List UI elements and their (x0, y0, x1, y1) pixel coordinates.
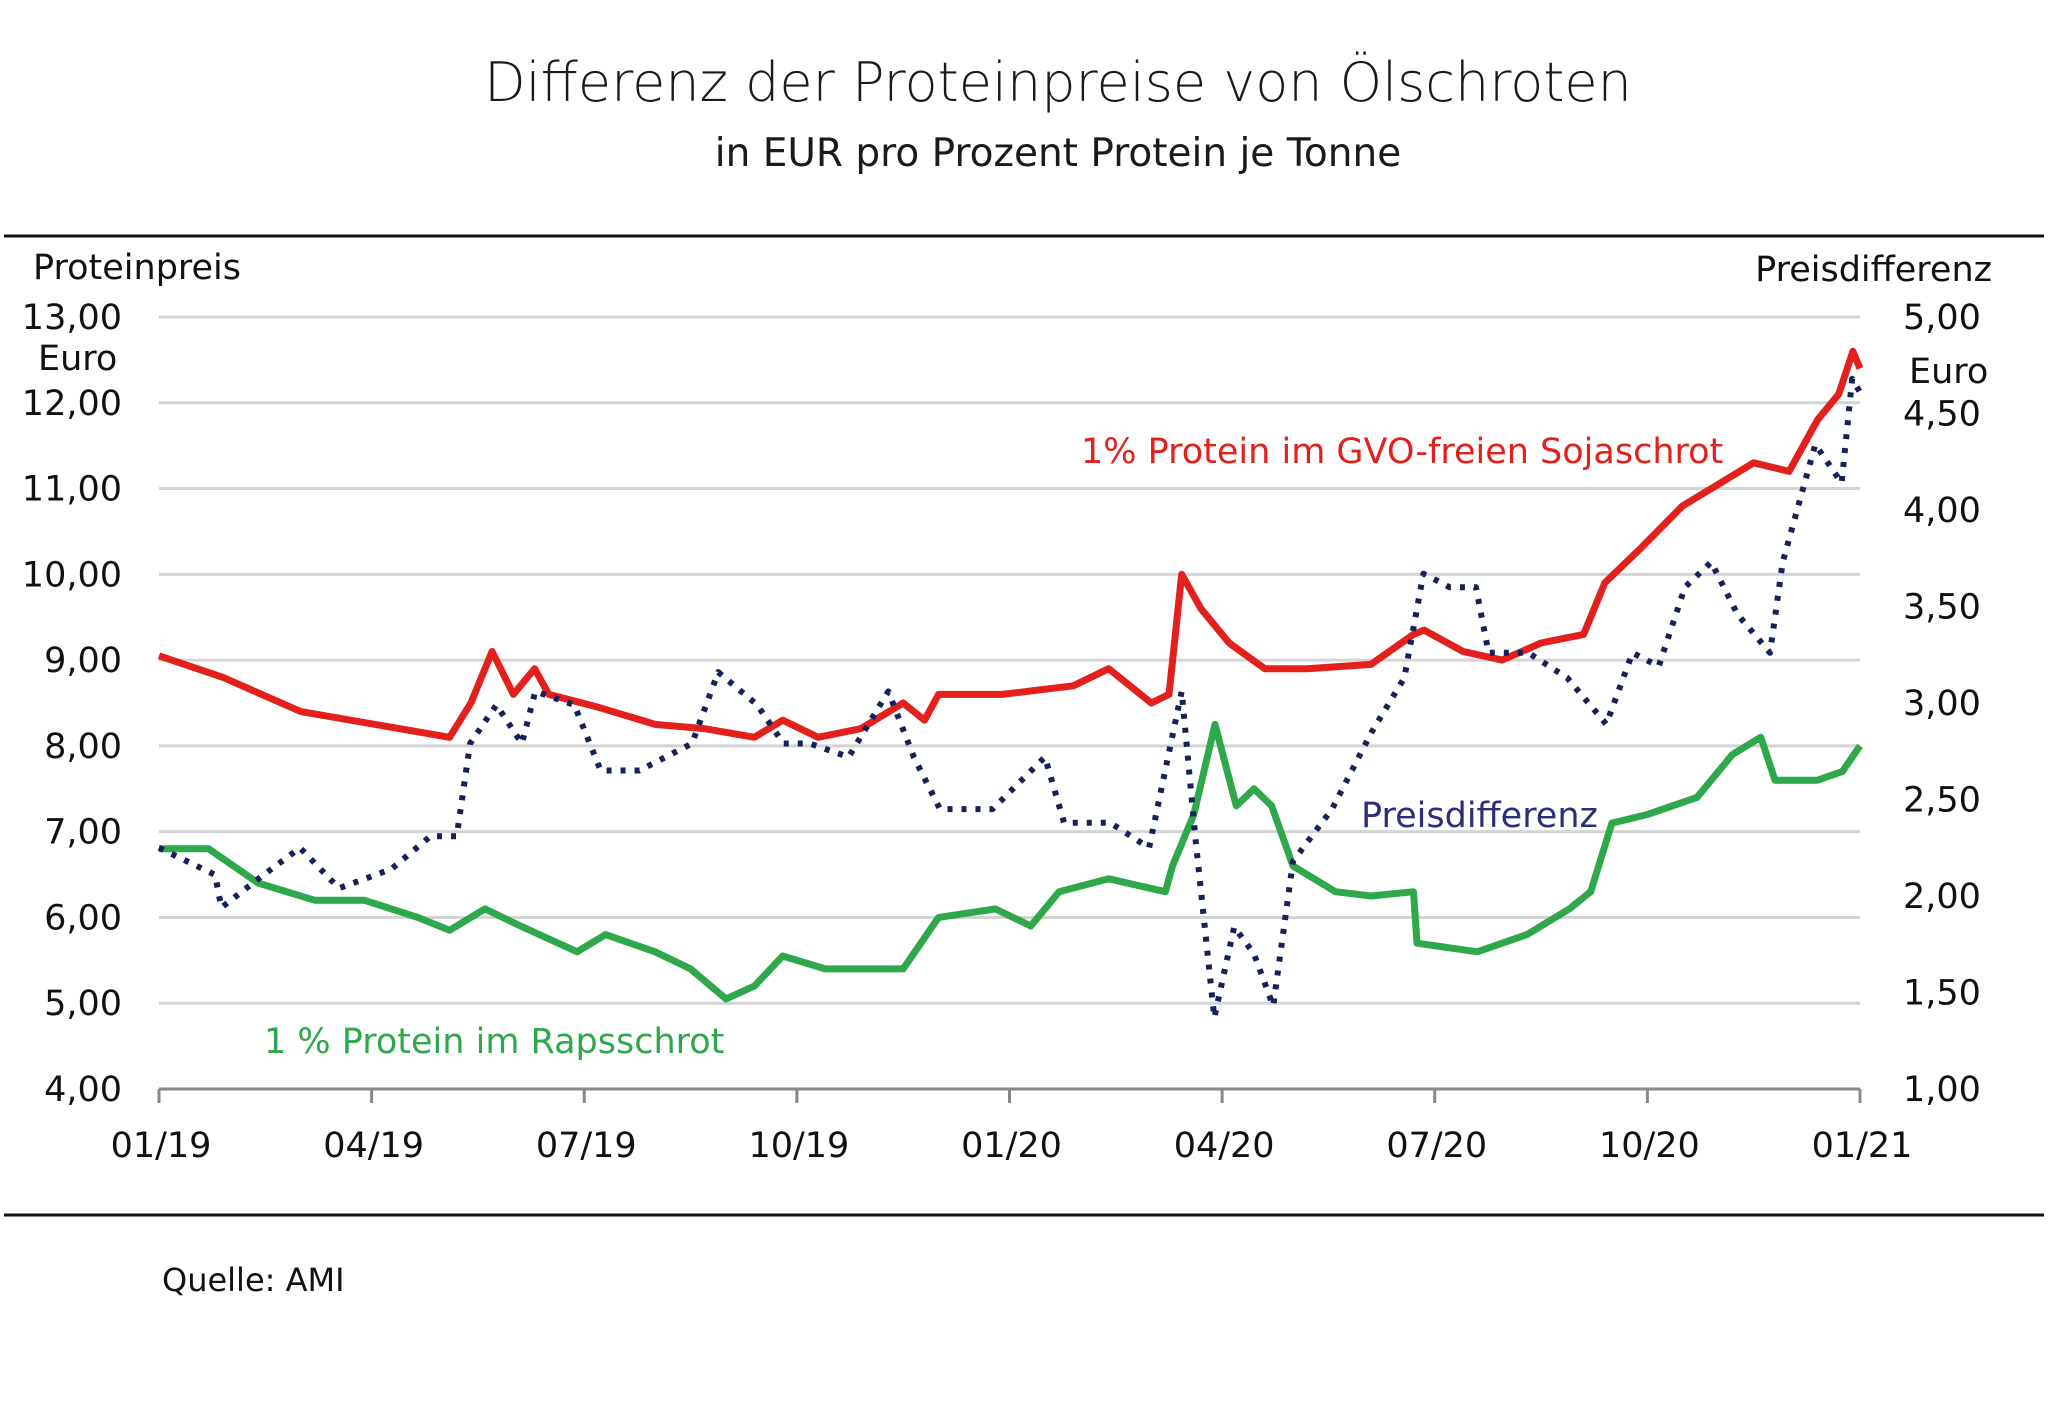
series-label-preisdifferenz: Preisdifferenz (1361, 796, 1598, 836)
series-label-raps: 1 % Protein im Rapsschrot (264, 1022, 724, 1062)
series-line-2 (157, 375, 1863, 1021)
left-tick-label: 10,00 (22, 555, 122, 595)
chart-title: Differenz der Proteinpreise von Ölschrot… (484, 51, 1632, 114)
source-note: Quelle: AMI (162, 1261, 345, 1299)
x-tick-label: 01/20 (961, 1126, 1062, 1166)
right-tick-label: 4,50 (1903, 395, 1981, 435)
left-tick-label: 8,00 (44, 727, 122, 767)
left-tick-label: 9,00 (44, 641, 122, 681)
right-tick-label: 2,50 (1903, 781, 1981, 821)
left-tick-label: 5,00 (44, 984, 122, 1024)
x-tick-label: 04/20 (1174, 1126, 1275, 1166)
left-tick-label: 13,00 (22, 298, 122, 338)
right-tick-label: 1,50 (1903, 974, 1981, 1014)
left-tick-label: 6,00 (44, 898, 122, 938)
x-tick-label: 07/20 (1386, 1126, 1487, 1166)
left-tick-label: 11,00 (22, 470, 122, 510)
tick-labels: 4,00 5,00 6,00 7,00 8,00 9,00 10,00 11,00 12,00 1… (22, 298, 1981, 1166)
x-tick-label: 01/19 (111, 1126, 212, 1166)
x-tick-label: 10/19 (748, 1126, 849, 1166)
x-tick-label: 07/19 (536, 1126, 637, 1166)
chart-subtitle: in EUR pro Prozent Protein je Tonne (715, 131, 1401, 176)
right-tick-label: 3,50 (1903, 588, 1981, 628)
right-tick-label: 4,00 (1903, 491, 1981, 531)
series-line-1 (159, 720, 1863, 1003)
series-label-soja: 1% Protein im GVO-freien Sojaschrot (1081, 432, 1723, 472)
x-tick-label: 04/19 (323, 1126, 424, 1166)
series-lines (157, 347, 1864, 1021)
gridlines (157, 315, 1862, 1103)
right-tick-label: 5,00 (1903, 298, 1981, 338)
right-axis-title: Preisdifferenz (1755, 250, 1992, 290)
x-tick-label: 10/20 (1599, 1126, 1700, 1166)
left-tick-label: 7,00 (44, 813, 122, 853)
left-tick-label: 12,00 (22, 384, 122, 424)
right-tick-label: 1,00 (1903, 1070, 1981, 1110)
x-tick-label: 01/21 (1812, 1126, 1913, 1166)
left-axis-unit: Euro (38, 339, 117, 379)
right-tick-label: 2,00 (1903, 877, 1981, 917)
right-axis-unit: Euro (1909, 352, 1988, 392)
left-axis-title: Proteinpreis (33, 248, 241, 288)
left-tick-label: 4,00 (44, 1070, 122, 1110)
series-line-0 (157, 347, 1864, 741)
right-tick-label: 3,00 (1903, 684, 1981, 724)
